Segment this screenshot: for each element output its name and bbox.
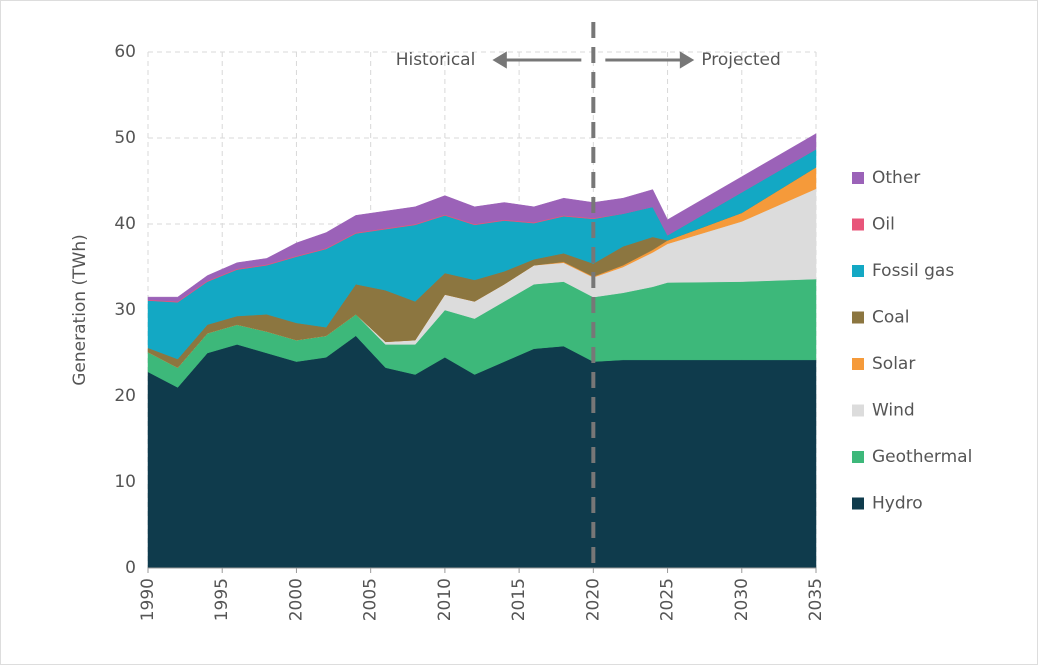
x-tick-label: 2010 bbox=[435, 578, 455, 621]
legend-label: Coal bbox=[872, 308, 909, 328]
annotation: Historical bbox=[396, 50, 476, 70]
area bbox=[147, 133, 817, 302]
y-axis-label: Generation (TWh) bbox=[70, 234, 90, 385]
legend-swatch bbox=[852, 404, 864, 417]
legend-label: Hydro bbox=[872, 494, 923, 514]
y-tick-label: 20 bbox=[114, 386, 136, 406]
legend-swatch bbox=[852, 218, 864, 231]
y-tick-label: 0 bbox=[125, 558, 136, 578]
x-tick-label: 1995 bbox=[212, 578, 232, 621]
legend-label: Other bbox=[872, 168, 920, 188]
legend-label: Oil bbox=[872, 215, 895, 235]
y-tick-label: 30 bbox=[114, 300, 136, 320]
x-tick-label: 2000 bbox=[286, 578, 306, 621]
x-tick-label: 2035 bbox=[806, 578, 826, 621]
legend-swatch bbox=[852, 451, 864, 463]
annotation: Projected bbox=[701, 50, 780, 70]
legend-label: Wind bbox=[872, 401, 915, 421]
legend-swatch bbox=[852, 497, 864, 510]
x-tick-label: 1990 bbox=[138, 578, 158, 621]
legend-label: Solar bbox=[872, 354, 915, 374]
x-tick-label: 2030 bbox=[732, 578, 752, 621]
arrow bbox=[605, 51, 695, 69]
x-tick-label: 2005 bbox=[361, 578, 381, 621]
x-tick-label: 2020 bbox=[583, 578, 603, 621]
legend-label: Geothermal bbox=[872, 447, 972, 467]
legend-swatch bbox=[852, 172, 864, 184]
y-tick-label: 10 bbox=[114, 472, 136, 492]
legend-swatch bbox=[852, 358, 864, 370]
legend-label: Fossil gas bbox=[872, 261, 954, 281]
y-tick-label: 50 bbox=[114, 128, 136, 148]
legend-swatch bbox=[852, 265, 864, 277]
x-tick-label: 2015 bbox=[509, 578, 529, 621]
x-tick-label: 2025 bbox=[658, 578, 678, 621]
arrow bbox=[492, 51, 582, 69]
legend-swatch bbox=[852, 311, 864, 324]
y-tick-label: 60 bbox=[114, 42, 136, 62]
y-tick-label: 40 bbox=[114, 214, 136, 234]
